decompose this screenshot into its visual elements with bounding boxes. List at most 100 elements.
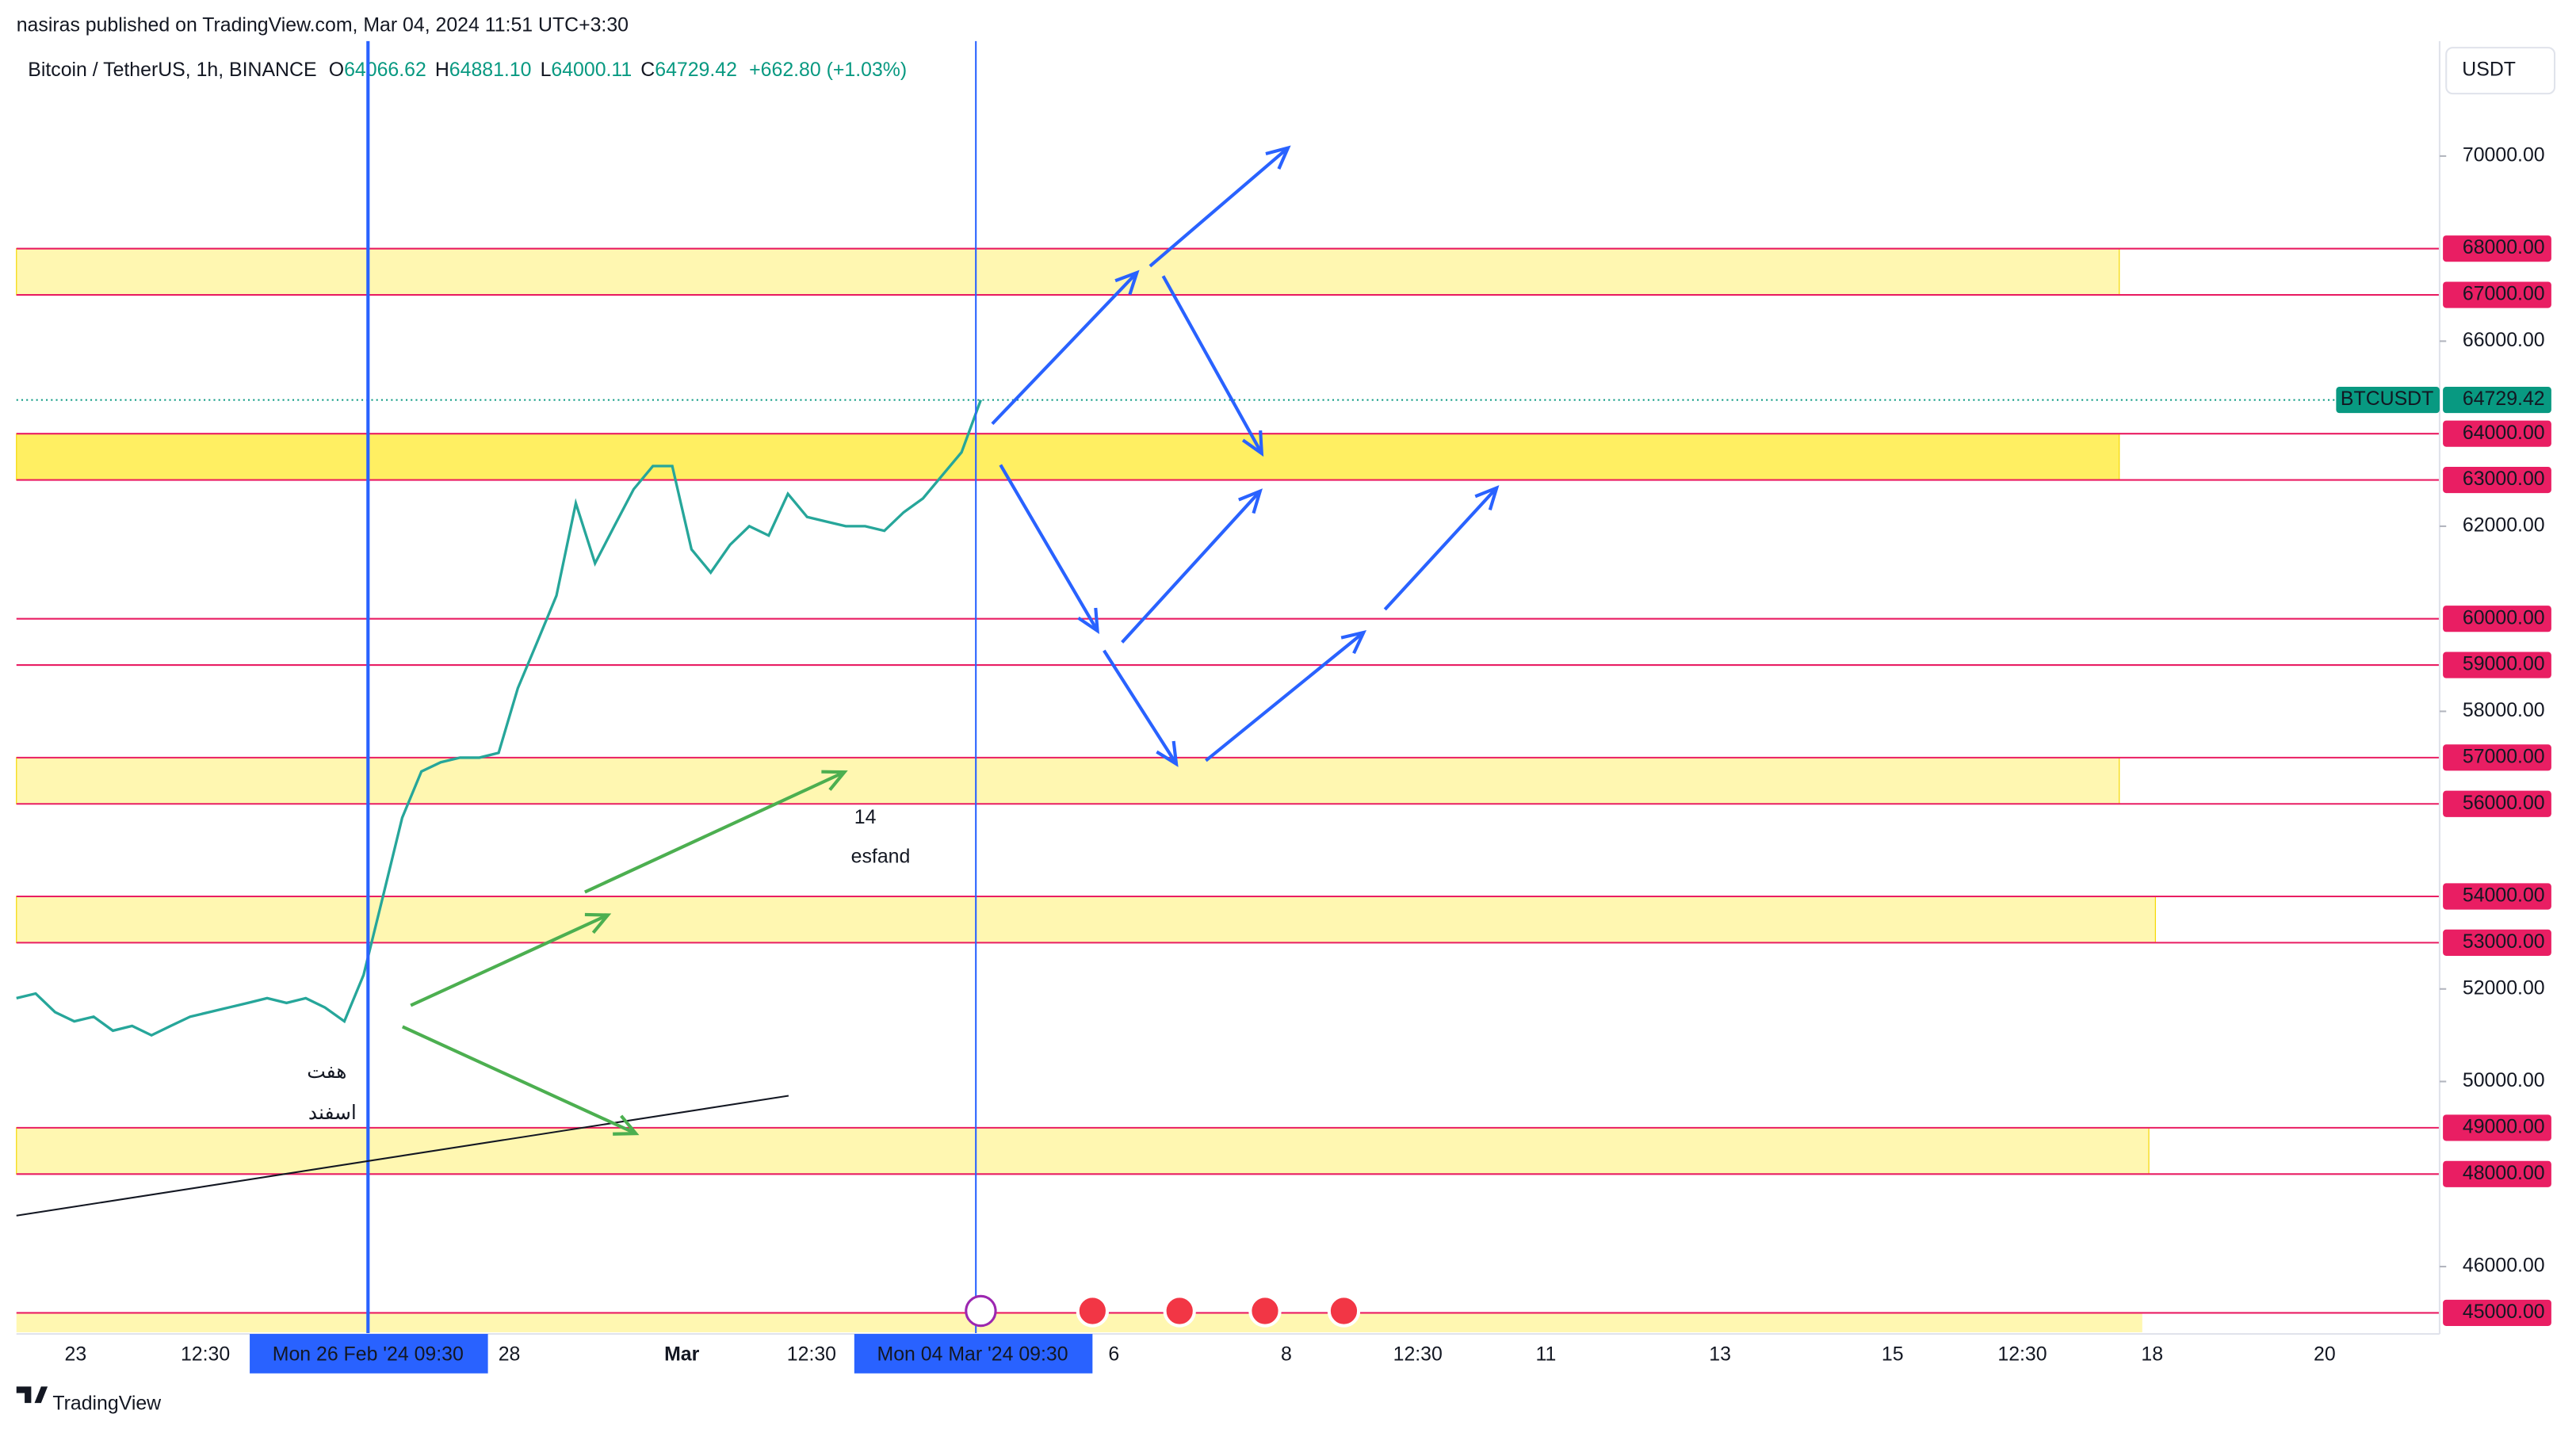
level-label: 49000.00: [2463, 1115, 2545, 1137]
level-label-bg: [2443, 420, 2551, 447]
x-tick-label: 23: [65, 1343, 87, 1366]
level-label-bg: [2443, 466, 2551, 494]
level-label-bg: [2443, 929, 2551, 956]
arrow-head: [1265, 145, 1291, 170]
event-icon: [965, 1294, 997, 1328]
level-label-bg: [2443, 1299, 2551, 1326]
zone: [16, 757, 2120, 804]
crosshair-label-bg: [250, 1334, 488, 1374]
x-tick-label: 8: [1281, 1343, 1292, 1366]
x-tick-label: Mar: [664, 1343, 700, 1366]
y-tick-label: 50000.00: [2463, 1069, 2545, 1091]
symbol-label: BTCUSDT: [2341, 388, 2433, 410]
arrow: [991, 271, 1138, 426]
x-tick-label: 12:30: [787, 1343, 836, 1366]
level-label-bg: [2443, 1160, 2551, 1187]
event-icon: [1076, 1294, 1110, 1328]
arrow-head: [1340, 629, 1367, 655]
price-line: [16, 399, 982, 1037]
event-icon: [1163, 1294, 1196, 1328]
arrow: [401, 1025, 637, 1136]
published-line: nasiras published on TradingView.com, Ma…: [17, 14, 629, 36]
crosshair-label-bg: [854, 1334, 1093, 1374]
h-label: H: [435, 59, 449, 81]
x-tick-label: 12:30: [1393, 1343, 1443, 1366]
level-label: 54000.00: [2463, 885, 2545, 907]
arrow-head: [1114, 269, 1140, 296]
arrow: [1161, 275, 1263, 455]
x-tick-label: 11: [1536, 1343, 1557, 1366]
arrow: [999, 464, 1099, 632]
arrow: [1121, 490, 1262, 644]
x-tick-label: 15: [1882, 1343, 1904, 1366]
plot-layer: [16, 40, 2440, 1335]
annotation: 14: [854, 806, 877, 828]
arrow: [410, 913, 609, 1007]
level-label-bg: [2443, 652, 2551, 678]
price-label: 64729.42: [2463, 388, 2545, 410]
arrow: [1148, 146, 1290, 268]
c-label: C: [640, 59, 655, 81]
arrow: [1205, 631, 1365, 762]
level-label: 60000.00: [2463, 606, 2545, 629]
symbol-label-bg: [2336, 387, 2440, 414]
arrow: [1383, 487, 1498, 611]
annotation: هفت: [307, 1060, 346, 1083]
currency: USDT: [2462, 59, 2516, 81]
level-label: 63000.00: [2463, 468, 2545, 490]
low: 64000.11: [551, 59, 632, 81]
arrow-head: [1077, 607, 1099, 635]
arrow-head: [1474, 485, 1500, 510]
crosshair-label: Mon 04 Mar '24 09:30: [877, 1343, 1068, 1366]
arrow: [1103, 649, 1178, 765]
arrow-head: [613, 1114, 640, 1136]
crosshair-label: Mon 26 Feb '24 09:30: [273, 1343, 464, 1366]
x-tick-label: 18: [2141, 1343, 2163, 1366]
high: 64881.10: [449, 59, 532, 81]
y-tick-label: 52000.00: [2463, 976, 2545, 999]
close: 64729.42: [655, 59, 737, 81]
change: +662.80 (+1.03%): [749, 59, 907, 81]
level-label: 67000.00: [2463, 283, 2545, 305]
event-icon: [1248, 1294, 1282, 1328]
zone: [16, 1127, 2150, 1175]
price-label-bg: [2443, 387, 2551, 414]
x-tick-label: 12:30: [1997, 1343, 2047, 1366]
level-label-bg: [2443, 1114, 2551, 1141]
ohlc-legend: Bitcoin / TetherUS, 1h, BINANCE O64066.6…: [28, 59, 907, 81]
level-label-bg: [2443, 744, 2551, 771]
x-tick-label: 12:30: [181, 1343, 230, 1366]
arrow-head: [821, 770, 848, 791]
arrow-head: [1241, 430, 1264, 457]
footer-brand: TradingView: [52, 1393, 162, 1415]
symbol: Bitcoin / TetherUS, 1h, BINANCE: [28, 59, 316, 81]
currency-button[interactable]: [2445, 47, 2556, 95]
y-tick-label: 58000.00: [2463, 699, 2545, 721]
arrow: [584, 770, 846, 894]
level-label-bg: [2443, 883, 2551, 910]
o-label: O: [329, 59, 344, 81]
level-label: 59000.00: [2463, 653, 2545, 675]
level-label: 48000.00: [2463, 1162, 2545, 1184]
level-label: 64000.00: [2463, 422, 2545, 444]
y-tick-label: 66000.00: [2463, 329, 2545, 351]
tradingview-logo: [16, 1386, 48, 1404]
arrow-head: [584, 912, 612, 934]
l-label: L: [541, 59, 552, 81]
annotation: اسفند: [308, 1102, 357, 1124]
level-label: 68000.00: [2463, 236, 2545, 258]
trend-line: [16, 1095, 789, 1217]
level-label: 57000.00: [2463, 745, 2545, 767]
event-icon: [1327, 1294, 1361, 1328]
level-label-bg: [2443, 235, 2551, 262]
x-tick-label: 6: [1108, 1343, 1119, 1366]
zone: [16, 896, 2156, 943]
arrow-head: [1156, 740, 1179, 767]
level-label-bg: [2443, 790, 2551, 817]
open: 64066.62: [344, 59, 426, 81]
zone: [16, 248, 2120, 296]
level-label: 56000.00: [2463, 792, 2545, 814]
annotation: esfand: [851, 846, 911, 868]
